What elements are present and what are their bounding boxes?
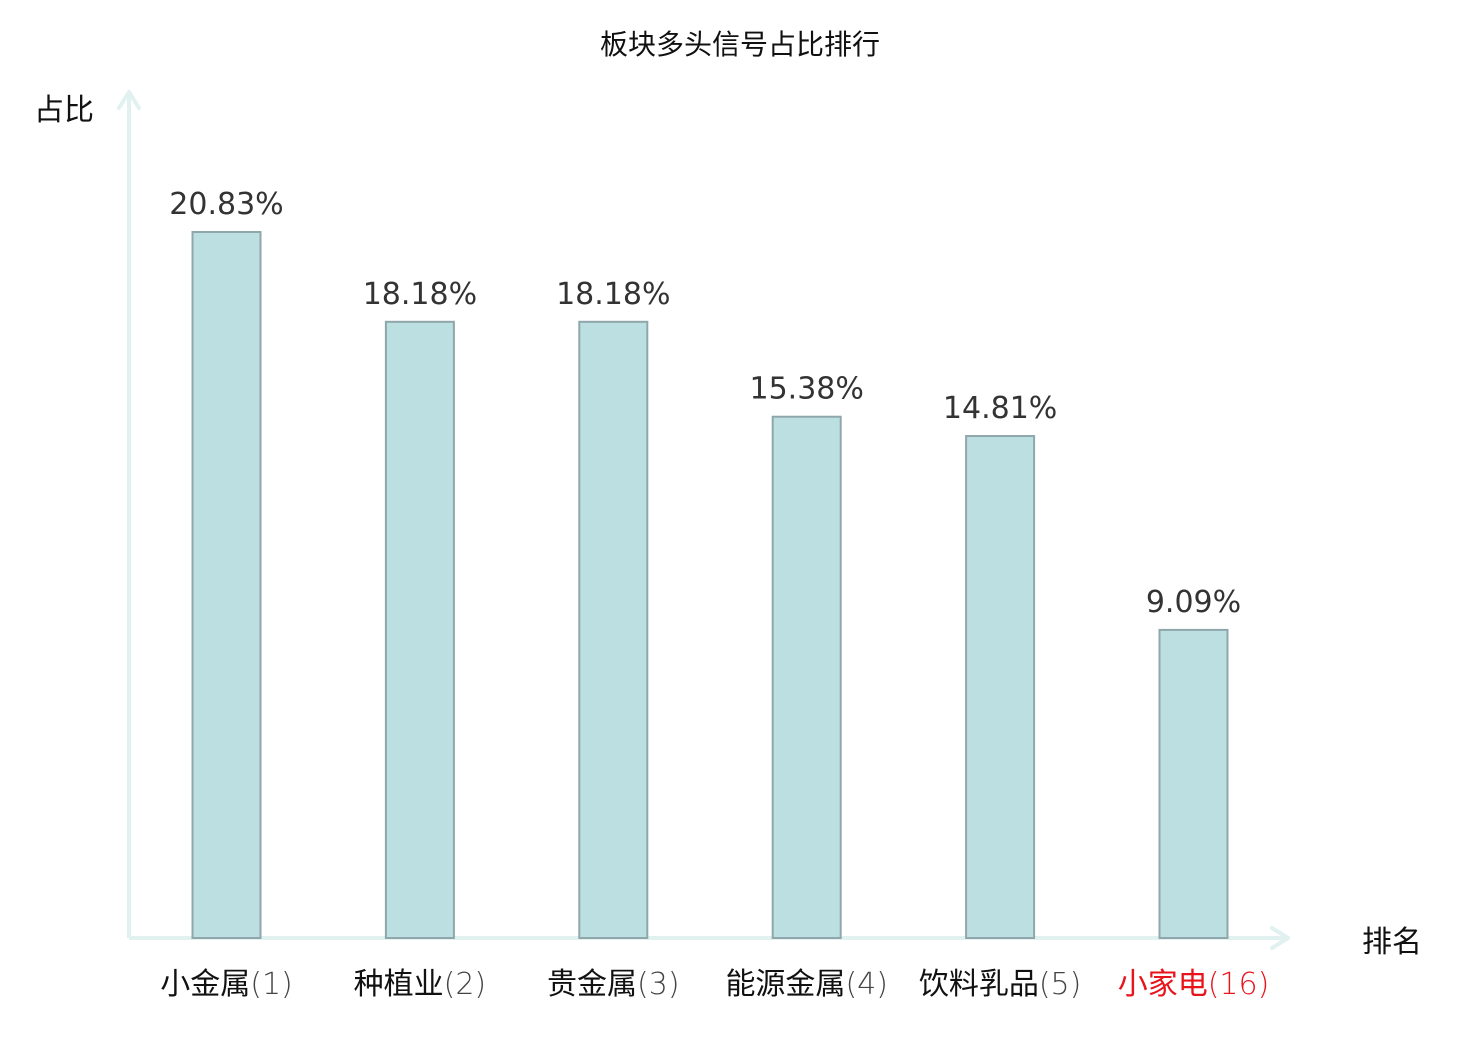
category-name: 小家电 [1118, 967, 1208, 1002]
value-label-4: 15.38% [750, 372, 864, 407]
bar-3 [578, 320, 649, 939]
category-rank: (3) [637, 967, 680, 1002]
category-name: 饮料乳品 [919, 967, 1039, 1002]
x-axis-arrow [1270, 926, 1290, 950]
category-label-1: 小金属(1) [160, 967, 293, 1002]
value-label-3: 18.18% [556, 277, 670, 312]
y-axis-arrow [117, 90, 141, 110]
category-name: 贵金属 [547, 967, 637, 1002]
category-label-5: 饮料乳品(5) [919, 967, 1082, 1002]
category-name: 种植业 [354, 967, 444, 1002]
bar-5 [965, 435, 1036, 939]
category-name: 能源金属 [725, 967, 845, 1002]
category-label-4: 能源金属(4) [725, 967, 888, 1002]
category-rank: (2) [444, 967, 487, 1002]
x-axis-label: 排名 [1362, 925, 1422, 960]
category-rank: (5) [1039, 967, 1082, 1002]
value-label-1: 20.83% [169, 187, 283, 222]
chart-title: 板块多头信号占比排行 [600, 28, 880, 61]
value-labels-group: 20.83% 18.18% 18.18% 15.38% 14.81% 9.09% [169, 187, 1241, 620]
category-rank: (1) [250, 967, 293, 1002]
category-label-2: 种植业(2) [354, 967, 487, 1002]
bar-4 [771, 415, 842, 939]
category-labels-group: 小金属(1) 种植业(2) 贵金属(3) 能源金属(4) 饮料乳品(5) 小家电(16) [160, 967, 1269, 1002]
category-rank: (16) [1208, 967, 1270, 1002]
category-name: 小金属 [160, 967, 250, 1002]
category-rank: (4) [845, 967, 888, 1002]
value-label-2: 18.18% [363, 277, 477, 312]
bar-6 [1158, 628, 1229, 940]
bars-group [191, 231, 1229, 940]
value-label-5: 14.81% [943, 391, 1057, 426]
y-axis-label: 占比 [34, 93, 94, 128]
category-label-3: 贵金属(3) [547, 967, 680, 1002]
bar-2 [384, 320, 455, 939]
bar-1 [191, 231, 262, 939]
category-label-6: 小家电(16) [1118, 967, 1270, 1002]
value-label-6: 9.09% [1146, 585, 1241, 620]
